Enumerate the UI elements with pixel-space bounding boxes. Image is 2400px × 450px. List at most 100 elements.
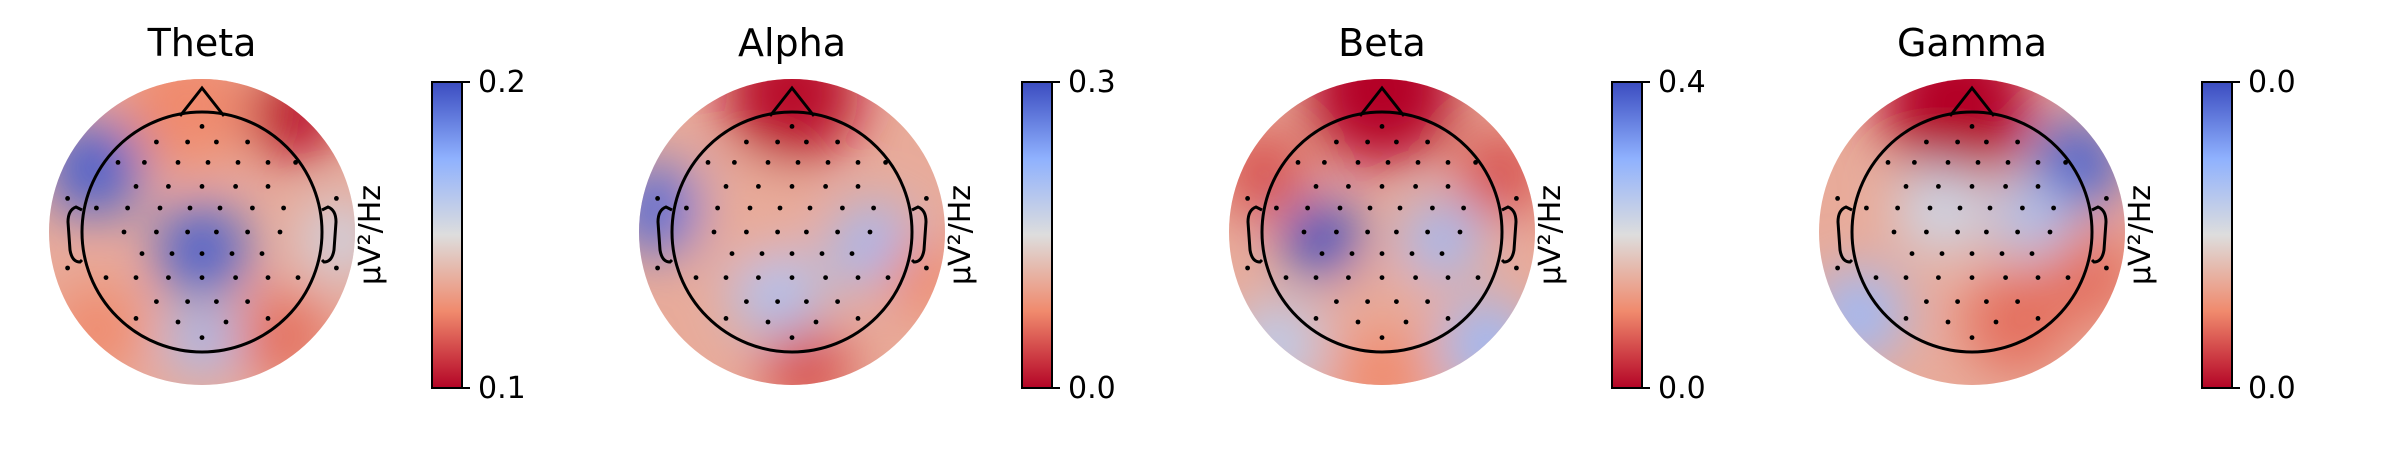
electrode-dot [1903,275,1909,280]
topomap-panel-beta: Beta 0.4 0.0 µV²/Hz [1229,21,1706,406]
electrode-dot [1939,251,1945,256]
electrode-dot [154,299,159,304]
electrode-dot [265,184,271,189]
electrode-dot [2003,275,2008,280]
heat-hotspot [1229,127,1307,217]
electrode-dot [1835,265,1840,271]
electrode-dot [2003,184,2008,189]
electrode-dot [1313,184,1319,189]
electrode-dot [1945,319,1951,325]
electrode-dot [2035,275,2041,280]
electrode-dot [1355,160,1361,165]
electrode-dot [245,299,251,304]
nose-outline [178,85,226,117]
panel-title: Beta [1338,21,1426,65]
electrode-dot [1295,160,1301,165]
colorbar: 0.4 0.0 µV²/Hz [1533,65,1706,406]
nose-outline [1948,85,1996,117]
electrode-dot [334,196,339,201]
heat-hotspot [157,205,247,295]
electrode-dot [142,160,147,165]
electrode-dot [744,139,749,145]
electrode-dot [1245,265,1250,271]
electrode-dot [1379,275,1385,280]
heat-hotspot [724,79,860,162]
colorbar-max-label: 0.4 [1658,65,1706,100]
electrode-dot [1425,299,1430,304]
heat-hotspot [1337,329,1427,385]
electrode-dot [1999,251,2005,256]
heat-surface [639,79,945,385]
electrode-dot [1394,299,1399,304]
electrode-dot [711,229,717,235]
topomap-panel-alpha: Alpha 0.3 0.0 µV²/Hz [639,21,1116,406]
electrode-dot [154,139,159,145]
electrode-dot [115,160,121,165]
electrode-dot [265,160,271,165]
electrode-dot [1301,229,1307,235]
heat-hotspot [732,247,822,337]
topomap-panel-theta: Theta 0.2 0.1 µV²/Hz [49,21,526,406]
electrode-dot [245,229,251,235]
electrode-dot [777,205,783,211]
electrode-markers [1835,124,2109,340]
electrode-dot [1245,196,1250,201]
electrode-dot [1924,299,1929,304]
electrode-dot [250,205,255,211]
colorbar-max-label: 0.0 [2248,65,2296,100]
electrode-dot [1514,265,1519,271]
heat-hotspot [52,284,142,375]
electrode-dot [1912,160,1917,165]
head-outline [1246,85,1518,354]
electrode-dot [1425,139,1430,145]
right-ear-outline [910,205,928,264]
electrode-dot [1367,205,1373,211]
electrode-dot [867,229,873,235]
electrode-dot [265,316,271,321]
electrode-dot [2029,251,2035,256]
electrode-dot [804,229,809,235]
electrode-dot [723,316,729,321]
electrode-dot [819,251,825,256]
head-outline [66,85,338,354]
electrode-dot [1274,205,1279,211]
electrode-dot [1945,160,1951,165]
panel-title: Alpha [738,21,846,65]
electrode-dot [223,319,229,325]
electrode-dot [65,265,70,271]
electrode-dot [185,139,191,145]
electrode-dot [1955,299,1960,304]
electrode-dot [2051,205,2057,211]
electrode-dot [1425,229,1430,235]
electrode-dot [1445,160,1451,165]
electrode-dot [804,139,809,145]
electrode-dot [214,299,219,304]
nose-outline [1358,85,1406,117]
colorbar-unit-label: µV²/Hz [1533,185,1568,285]
panel-title: Theta [147,21,257,65]
colorbar-min-label: 0.0 [1658,371,1706,406]
electrode-dot [823,275,828,280]
electrode-dot [924,196,929,201]
electrode-dot [684,205,689,211]
electrode-dot [1385,160,1391,165]
electrode-dot [804,299,809,304]
electrode-dot [1969,184,1975,189]
colorbar-gradient [2201,81,2233,389]
panel-title: Gamma [1897,21,2047,65]
electrode-dot [655,265,660,271]
electrode-dot [133,316,139,321]
electrode-dot [1885,160,1891,165]
electrode-dot [1349,251,1355,256]
electrode-dot [759,251,765,256]
electrode-dot [1924,139,1929,145]
electrode-dot [885,275,891,280]
electrode-dot [1969,124,1975,129]
electrode-dot [855,160,861,165]
electrode-dot [154,229,159,235]
electrode-dot [1955,229,1960,235]
heat-hotspot [1994,179,2070,255]
electrode-dot [732,160,737,165]
electrode-dot [723,184,729,189]
electrode-dot [2005,160,2011,165]
